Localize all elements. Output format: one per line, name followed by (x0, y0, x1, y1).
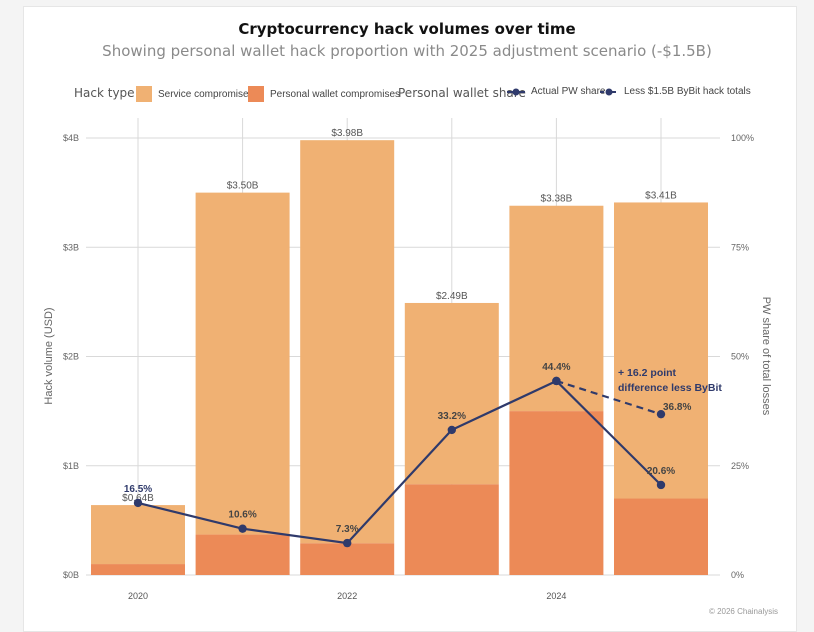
y2-tick-label: 75% (731, 242, 749, 252)
y2-tick-label: 0% (731, 570, 744, 580)
chart-subtitle: Showing personal wallet hack proportion … (102, 42, 712, 60)
bar-total-label: $0.64B (122, 493, 154, 504)
annotation-line-2: difference less ByBit (618, 382, 722, 394)
bar-personal (300, 543, 395, 575)
bar-service (300, 140, 395, 544)
pw-share-point (656, 480, 666, 490)
bar-total-label: $3.50B (227, 181, 259, 192)
pw-share-label: 7.3% (336, 524, 359, 535)
y2-tick-label: 50% (731, 352, 749, 362)
y2-axis-title: PW share of total losses (760, 297, 772, 416)
bar-total-label: $3.38B (541, 194, 573, 205)
less-bybit-point (656, 409, 666, 419)
bar-total-label: $3.41B (645, 190, 677, 201)
bar-service (91, 505, 185, 565)
legend-actual-share[interactable]: Actual PW share (507, 86, 605, 97)
bar-personal (91, 564, 185, 575)
less-bybit-point (552, 376, 561, 386)
legend-actual-label: Actual PW share (531, 86, 606, 97)
legend-personal-swatch (248, 86, 264, 102)
x-tick-label: 2020 (128, 591, 148, 601)
pw-share-label: 16.5% (124, 484, 152, 495)
bar-personal (195, 534, 290, 575)
legend-less-line-icon (600, 88, 618, 95)
y-tick-label: $1B (63, 461, 79, 471)
pw-share-label: 44.4% (542, 362, 570, 373)
line-actual-pw-share (137, 379, 662, 545)
pw-share-point (238, 524, 247, 533)
y-tick-label: $0B (63, 570, 79, 580)
y2-tick-label: 25% (731, 461, 749, 471)
pw-share-point (343, 538, 352, 548)
pw-share-point (133, 498, 143, 508)
bar-service (195, 192, 290, 535)
legend-hack-type-heading: Hack type (74, 86, 135, 100)
pw-share-label: 33.2% (438, 411, 466, 422)
pw-share-point (447, 425, 456, 435)
legend-service-label: Service compromises (158, 88, 254, 100)
annotation-line-1: + 16.2 point (618, 367, 677, 379)
bar-personal (509, 411, 604, 575)
legend-service[interactable]: Service compromises (136, 86, 254, 102)
line-less-bybit (556, 379, 662, 416)
x-tick-label: 2024 (546, 591, 566, 601)
legend-pw-share-heading: Personal wallet share (398, 86, 526, 100)
legend-less-label: Less $1.5B ByBit hack totals (624, 86, 751, 97)
y-tick-label: $3B (63, 242, 79, 252)
legend-actual-line-icon (507, 88, 525, 95)
bar-personal (614, 498, 708, 575)
less-bybit-label: 36.8% (663, 402, 691, 413)
legend-personal[interactable]: Personal wallet compromises (248, 86, 400, 102)
y-tick-label: $4B (63, 133, 79, 143)
bar-personal (404, 484, 499, 575)
y-tick-label: $2B (63, 352, 79, 362)
copyright-footer: © 2026 Chainalysis (708, 607, 778, 616)
legend-less-bybit[interactable]: Less $1.5B ByBit hack totals (600, 86, 751, 97)
legend-personal-label: Personal wallet compromises (270, 88, 401, 100)
chart-title: Cryptocurrency hack volumes over time (238, 20, 576, 38)
y-axis-title: Hack volume (USD) (43, 307, 55, 404)
bar-total-label: $2.49B (436, 291, 468, 302)
x-tick-label: 2022 (337, 591, 357, 601)
pw-share-label: 10.6% (228, 510, 256, 521)
bar-service (404, 302, 499, 485)
bar-total-label: $3.98B (331, 128, 363, 139)
pw-share-label: 20.6% (647, 466, 675, 477)
y2-tick-label: 100% (731, 133, 754, 143)
bar-service (614, 202, 708, 499)
legend-service-swatch (136, 86, 152, 102)
